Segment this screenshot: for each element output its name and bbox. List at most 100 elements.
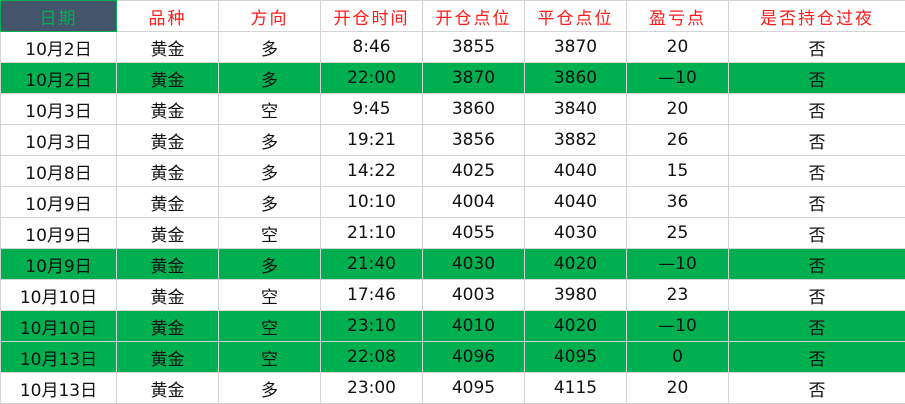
header-product[interactable]: 品种	[117, 1, 219, 32]
cell-profit-points[interactable]: 25	[627, 218, 729, 249]
cell-open-price[interactable]: 3856	[423, 125, 525, 156]
cell-open-price[interactable]: 4096	[423, 342, 525, 373]
cell-date[interactable]: 10月9日	[1, 187, 117, 218]
cell-direction[interactable]: 多	[219, 32, 321, 63]
cell-close-price[interactable]: 4115	[525, 373, 627, 404]
cell-product[interactable]: 黄金	[117, 249, 219, 280]
header-direction[interactable]: 方向	[219, 1, 321, 32]
cell-overnight[interactable]: 否	[729, 373, 905, 404]
cell-open-time[interactable]: 22:00	[321, 63, 423, 94]
cell-profit-points[interactable]: 23	[627, 280, 729, 311]
cell-open-time[interactable]: 8:46	[321, 32, 423, 63]
cell-overnight[interactable]: 否	[729, 32, 905, 63]
cell-product[interactable]: 黄金	[117, 280, 219, 311]
cell-date[interactable]: 10月9日	[1, 218, 117, 249]
cell-open-time[interactable]: 14:22	[321, 156, 423, 187]
cell-product[interactable]: 黄金	[117, 94, 219, 125]
cell-close-price[interactable]: 4030	[525, 218, 627, 249]
cell-date[interactable]: 10月9日	[1, 249, 117, 280]
cell-date[interactable]: 10月13日	[1, 373, 117, 404]
cell-open-time[interactable]: 17:46	[321, 280, 423, 311]
cell-open-price[interactable]: 4004	[423, 187, 525, 218]
cell-overnight[interactable]: 否	[729, 156, 905, 187]
cell-direction[interactable]: 多	[219, 187, 321, 218]
cell-open-price[interactable]: 4010	[423, 311, 525, 342]
cell-product[interactable]: 黄金	[117, 125, 219, 156]
header-open-price[interactable]: 开仓点位	[423, 1, 525, 32]
cell-profit-points[interactable]: —10	[627, 249, 729, 280]
cell-product[interactable]: 黄金	[117, 311, 219, 342]
cell-date[interactable]: 10月2日	[1, 32, 117, 63]
cell-overnight[interactable]: 否	[729, 187, 905, 218]
cell-open-time[interactable]: 22:08	[321, 342, 423, 373]
cell-profit-points[interactable]: —10	[627, 63, 729, 94]
cell-date[interactable]: 10月10日	[1, 311, 117, 342]
cell-open-time[interactable]: 19:21	[321, 125, 423, 156]
cell-overnight[interactable]: 否	[729, 125, 905, 156]
cell-direction[interactable]: 多	[219, 373, 321, 404]
cell-product[interactable]: 黄金	[117, 156, 219, 187]
cell-close-price[interactable]: 4040	[525, 187, 627, 218]
header-overnight[interactable]: 是否持仓过夜	[729, 1, 905, 32]
cell-date[interactable]: 10月3日	[1, 94, 117, 125]
cell-profit-points[interactable]: 15	[627, 156, 729, 187]
cell-close-price[interactable]: 3980	[525, 280, 627, 311]
cell-date[interactable]: 10月10日	[1, 280, 117, 311]
cell-open-price[interactable]: 3860	[423, 94, 525, 125]
cell-close-price[interactable]: 3840	[525, 94, 627, 125]
cell-open-price[interactable]: 3855	[423, 32, 525, 63]
cell-open-price[interactable]: 4025	[423, 156, 525, 187]
header-close-price[interactable]: 平仓点位	[525, 1, 627, 32]
cell-close-price[interactable]: 4020	[525, 249, 627, 280]
cell-open-time[interactable]: 21:40	[321, 249, 423, 280]
cell-open-price[interactable]: 4003	[423, 280, 525, 311]
cell-overnight[interactable]: 否	[729, 94, 905, 125]
cell-profit-points[interactable]: 0	[627, 342, 729, 373]
cell-close-price[interactable]: 3860	[525, 63, 627, 94]
cell-product[interactable]: 黄金	[117, 187, 219, 218]
cell-direction[interactable]: 空	[219, 94, 321, 125]
cell-overnight[interactable]: 否	[729, 218, 905, 249]
header-open-time[interactable]: 开仓时间	[321, 1, 423, 32]
cell-product[interactable]: 黄金	[117, 32, 219, 63]
cell-date[interactable]: 10月3日	[1, 125, 117, 156]
cell-direction[interactable]: 空	[219, 342, 321, 373]
cell-product[interactable]: 黄金	[117, 342, 219, 373]
cell-date[interactable]: 10月2日	[1, 63, 117, 94]
cell-direction[interactable]: 空	[219, 280, 321, 311]
cell-direction[interactable]: 空	[219, 218, 321, 249]
cell-open-price[interactable]: 4030	[423, 249, 525, 280]
cell-direction[interactable]: 空	[219, 311, 321, 342]
cell-direction[interactable]: 多	[219, 156, 321, 187]
cell-open-price[interactable]: 4055	[423, 218, 525, 249]
cell-profit-points[interactable]: 20	[627, 94, 729, 125]
cell-open-price[interactable]: 4095	[423, 373, 525, 404]
cell-open-price[interactable]: 3870	[423, 63, 525, 94]
cell-open-time[interactable]: 23:00	[321, 373, 423, 404]
cell-overnight[interactable]: 否	[729, 311, 905, 342]
cell-close-price[interactable]: 4020	[525, 311, 627, 342]
cell-product[interactable]: 黄金	[117, 218, 219, 249]
cell-product[interactable]: 黄金	[117, 373, 219, 404]
cell-close-price[interactable]: 4040	[525, 156, 627, 187]
cell-overnight[interactable]: 否	[729, 63, 905, 94]
cell-overnight[interactable]: 否	[729, 280, 905, 311]
cell-profit-points[interactable]: 20	[627, 32, 729, 63]
cell-direction[interactable]: 多	[219, 249, 321, 280]
cell-direction[interactable]: 多	[219, 63, 321, 94]
header-date[interactable]: 日期	[1, 1, 117, 32]
cell-overnight[interactable]: 否	[729, 342, 905, 373]
cell-close-price[interactable]: 3882	[525, 125, 627, 156]
cell-direction[interactable]: 多	[219, 125, 321, 156]
cell-profit-points[interactable]: 26	[627, 125, 729, 156]
cell-open-time[interactable]: 23:10	[321, 311, 423, 342]
cell-open-time[interactable]: 21:10	[321, 218, 423, 249]
header-profit-points[interactable]: 盈亏点	[627, 1, 729, 32]
cell-close-price[interactable]: 4095	[525, 342, 627, 373]
cell-close-price[interactable]: 3870	[525, 32, 627, 63]
cell-open-time[interactable]: 10:10	[321, 187, 423, 218]
cell-date[interactable]: 10月8日	[1, 156, 117, 187]
cell-profit-points[interactable]: 36	[627, 187, 729, 218]
cell-date[interactable]: 10月13日	[1, 342, 117, 373]
cell-product[interactable]: 黄金	[117, 63, 219, 94]
